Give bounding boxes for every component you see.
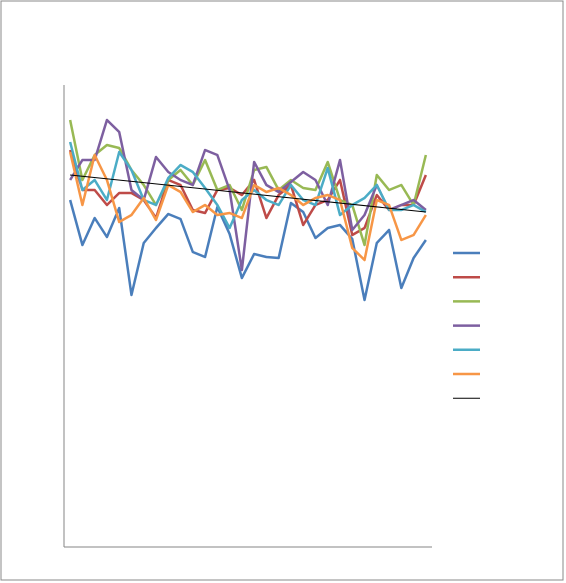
series-line xyxy=(68,199,427,302)
series-line xyxy=(68,151,427,262)
trend-line xyxy=(70,174,426,213)
series-line xyxy=(68,141,427,230)
series-line xyxy=(69,118,427,272)
